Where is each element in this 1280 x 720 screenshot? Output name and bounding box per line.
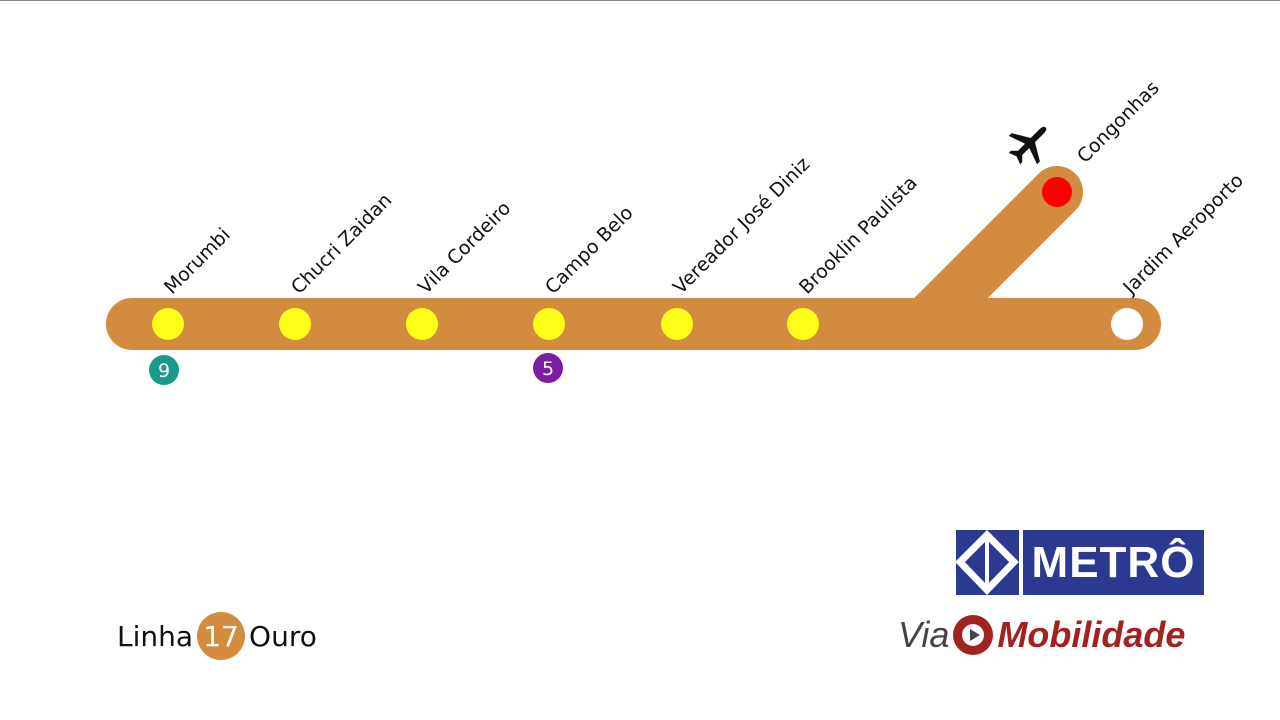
branch-track <box>899 166 1083 350</box>
transfer-badge <box>149 355 179 385</box>
airplane-icon <box>1008 126 1047 165</box>
station-marker[interactable] <box>533 308 565 340</box>
station-marker[interactable] <box>787 308 819 340</box>
transfer-line-number: 9 <box>158 360 170 382</box>
station-label: Vereador José Diniz <box>669 153 814 298</box>
station-marker[interactable] <box>1042 177 1072 207</box>
station-label: Chucri Zaidan <box>287 189 396 298</box>
station-marker[interactable] <box>152 308 184 340</box>
metro-logo: METRÔ <box>955 530 1204 596</box>
line-legend: Linha 17 Ouro <box>117 612 317 660</box>
play-icon <box>953 615 994 655</box>
legend-prefix: Linha <box>117 619 194 653</box>
station-label: Jardim Aeroporto <box>1118 169 1248 299</box>
line-name: Ouro <box>249 619 317 653</box>
station[interactable]: Jardim Aeroporto <box>1111 169 1248 340</box>
station-label: Vila Cordeiro <box>414 197 515 298</box>
mobilidade-text: Mobilidade <box>997 614 1186 655</box>
station-marker[interactable] <box>406 308 438 340</box>
station-label: Brooklin Paulista <box>795 172 922 299</box>
line-track <box>106 166 1161 350</box>
station-label: Campo Belo <box>541 202 638 299</box>
station[interactable]: Campo Belo 5 <box>533 202 638 383</box>
transfer-line-number: 5 <box>542 358 554 380</box>
station-marker[interactable] <box>1111 308 1143 340</box>
metro-wordmark: METRÔ <box>1023 530 1204 595</box>
viamobilidade-logo: Via Mobilidade <box>898 614 1185 656</box>
metro-symbol-icon <box>955 530 1019 596</box>
station-marker[interactable] <box>279 308 311 340</box>
station-marker[interactable] <box>661 308 693 340</box>
station-label: Morumbi <box>160 224 235 299</box>
line-number-badge: 17 <box>197 612 246 660</box>
station-label: Congonhas <box>1073 77 1164 168</box>
via-text: Via <box>898 614 950 655</box>
transfer-badge <box>533 353 563 383</box>
